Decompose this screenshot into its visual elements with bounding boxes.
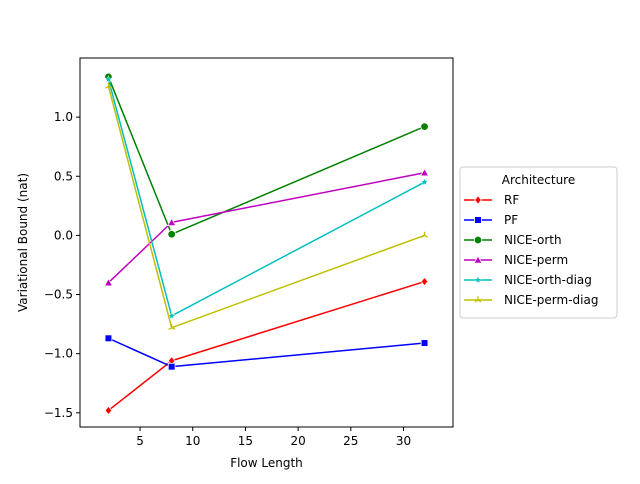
data-point [167,311,176,320]
x-tick-label: 5 [136,434,144,448]
series-line [107,78,426,317]
data-point [104,334,113,343]
legend-label: NICE-orth-diag [504,273,592,287]
y-tick-label: −0.5 [44,288,73,302]
x-tick-label: 20 [290,434,305,448]
data-point [104,82,112,89]
data-point [104,405,113,416]
y-axis: −1.5 −1.0 −0.5 0.0 0.5 1.0 [44,110,80,420]
legend-marker [474,195,482,205]
plot-area-frame [79,57,454,428]
legend-item: RF [464,193,519,207]
series-line [107,280,426,412]
data-point [420,122,429,131]
series-pf [104,334,429,371]
series-nice-orth [104,72,429,239]
legend-item: NICE-perm-diag [464,293,598,307]
legend-marker [473,255,483,264]
legend-label: RF [504,193,519,207]
legend-label: NICE-perm [504,253,568,267]
y-axis-label: Variational Bound (nat) [16,173,30,312]
data-point [420,276,429,287]
data-point [103,277,114,287]
data-point [167,230,176,239]
x-axis: 5 10 15 20 25 30 [136,427,411,448]
legend-marker [473,235,483,245]
data-point [420,339,429,347]
legend-label: PF [504,213,518,227]
y-tick-label: −1.0 [44,347,73,361]
y-tick-label: −1.5 [44,406,73,420]
legend-title: Architecture [502,173,575,187]
x-tick-label: 30 [396,434,411,448]
series-layer [103,72,430,416]
x-tick-label: 15 [238,434,253,448]
series-rf [104,276,429,416]
legend-item: PF [464,213,518,227]
legend: Architecture RF PF NICE-orth NICE-perm NICE-… [459,166,618,319]
legend-label: NICE-perm-diag [504,293,598,307]
series-nice-orth-diag [104,75,429,320]
legend-marker [474,275,482,284]
data-point [166,217,177,226]
y-tick-label: 1.0 [54,110,73,124]
data-point [167,362,176,371]
y-tick-label: 0.5 [54,169,73,183]
y-tick-label: 0.0 [54,228,73,242]
series-line [107,76,426,235]
legend-items: RF PF NICE-orth NICE-perm NICE-orth-diag NICE… [464,193,598,307]
data-point [420,178,429,186]
data-point [421,231,429,238]
legend-item: NICE-orth [464,233,562,247]
legend-item: NICE-orth-diag [464,273,592,287]
x-tick-label: 25 [343,434,358,448]
data-point [168,324,176,331]
legend-box [459,166,618,319]
data-point [104,75,113,83]
data-point [419,167,430,177]
legend-marker [474,296,482,303]
series-line [107,337,426,368]
legend-label: NICE-orth [504,233,562,247]
series-nice-perm [103,167,430,287]
x-axis-label: Flow Length [230,456,303,470]
legend-item: NICE-perm [464,253,568,267]
x-tick-label: 10 [185,434,200,448]
legend-marker [474,216,482,224]
series-nice-perm-diag [104,82,429,331]
